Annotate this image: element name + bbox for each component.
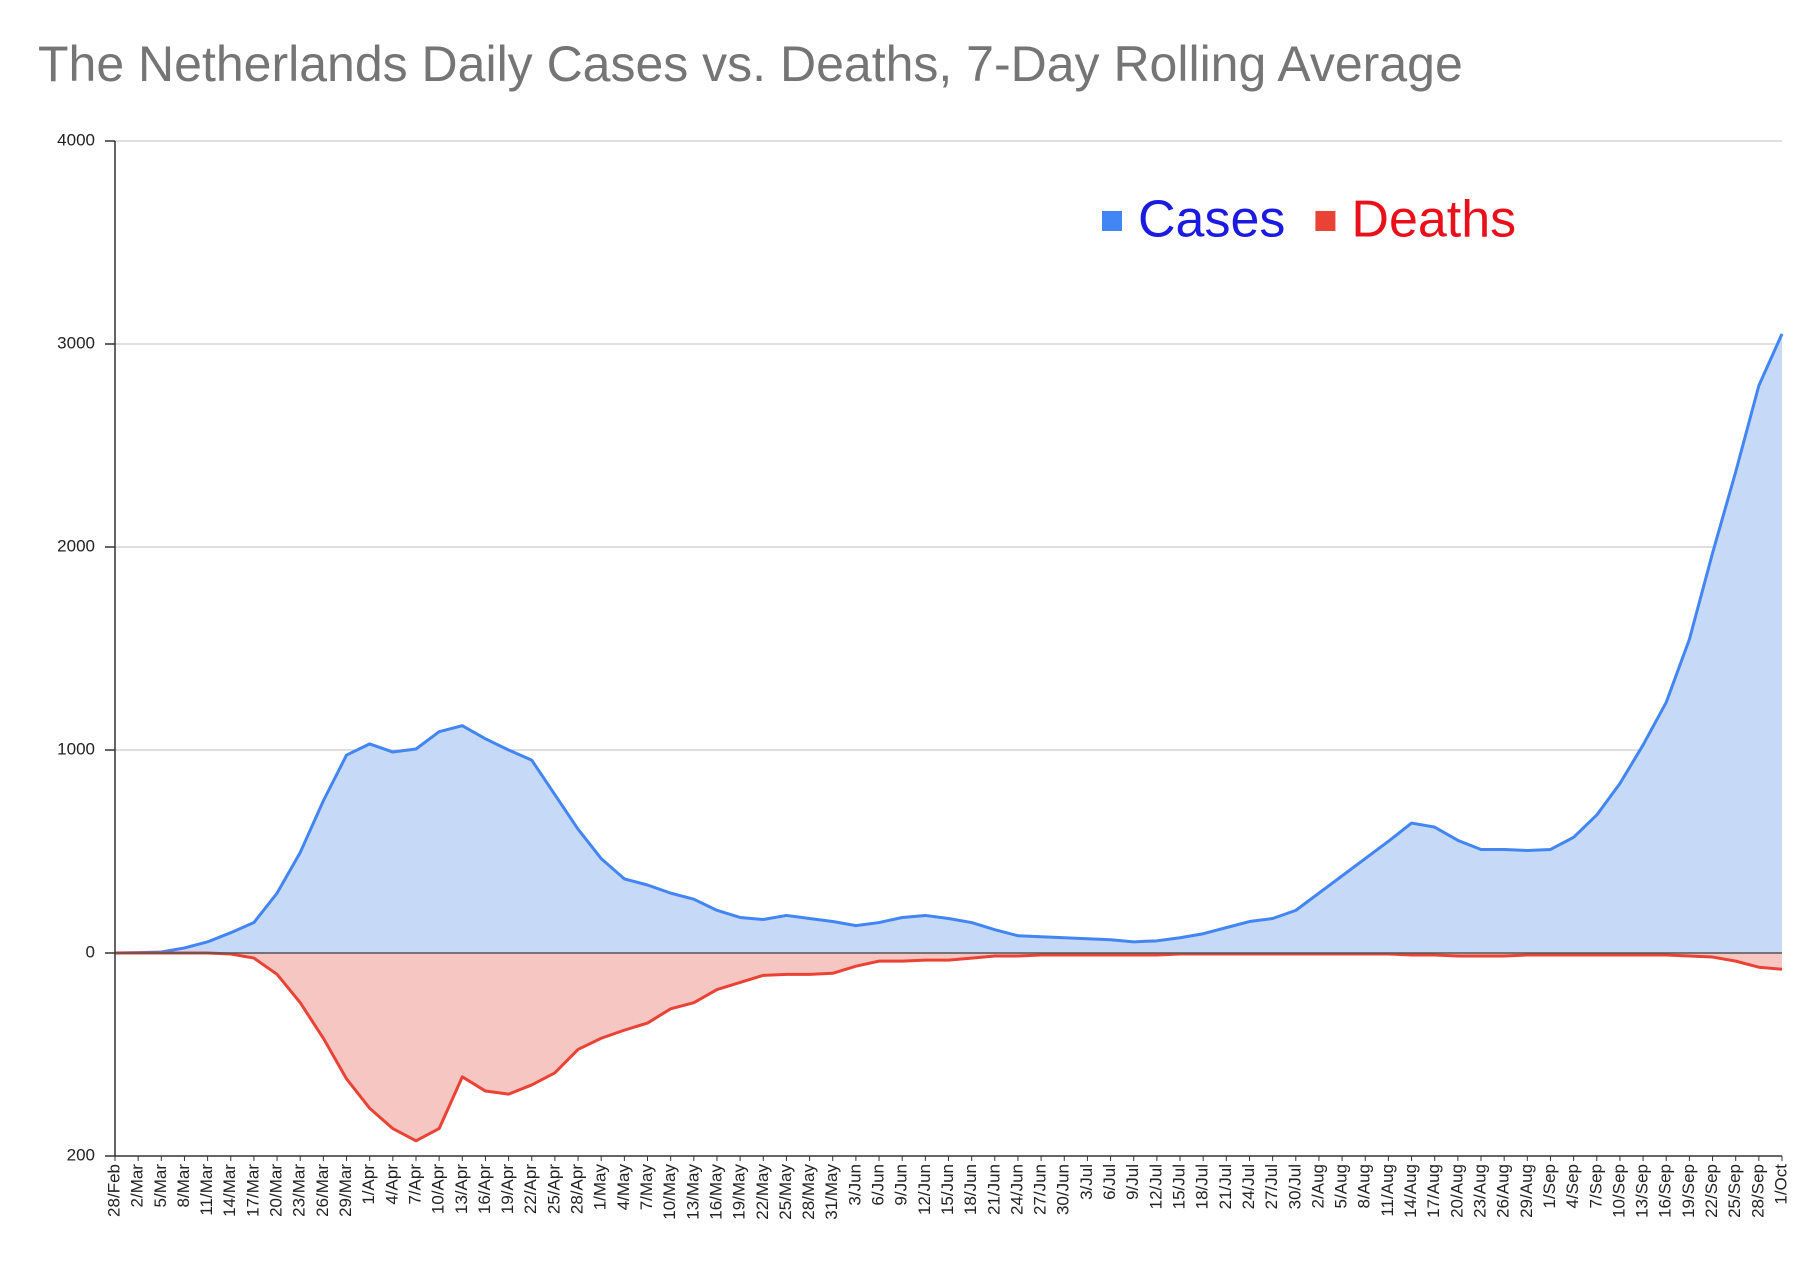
x-tick-label: 18/Jun: [961, 1164, 980, 1215]
x-tick-label: 18/Jul: [1193, 1164, 1212, 1209]
x-tick-label: 2/Mar: [128, 1164, 147, 1208]
x-tick-label: 15/Jul: [1170, 1164, 1189, 1209]
x-tick-label: 14/Mar: [220, 1164, 239, 1217]
x-tick-label: 10/Apr: [429, 1164, 448, 1214]
x-tick-label: 3/Jun: [845, 1164, 864, 1206]
x-tick-label: 13/May: [683, 1164, 702, 1220]
x-tick-label: 13/Sep: [1633, 1164, 1652, 1218]
x-tick-label: 7/May: [637, 1164, 656, 1211]
x-tick-label: 5/Aug: [1332, 1164, 1351, 1208]
y-tick-label: 2000: [57, 536, 95, 555]
x-tick-label: 19/Apr: [498, 1164, 517, 1214]
x-tick-label: 23/Aug: [1470, 1164, 1489, 1218]
x-tick-label: 16/Sep: [1656, 1164, 1675, 1218]
y-tick-label: 0: [86, 942, 95, 961]
x-tick-label: 13/Apr: [452, 1164, 471, 1214]
x-tick-label: 1/Oct: [1771, 1164, 1790, 1205]
x-tick-label: 24/Jun: [1007, 1164, 1026, 1215]
x-tick-label: 20/Mar: [267, 1164, 286, 1217]
x-tick-label: 22/May: [753, 1164, 772, 1220]
x-tick-label: 28/May: [799, 1164, 818, 1220]
x-tick-label: 9/Jul: [1123, 1164, 1142, 1200]
x-tick-label: 2/Aug: [1308, 1164, 1327, 1208]
x-tick-label: 4/May: [614, 1164, 633, 1211]
x-tick-label: 23/Mar: [290, 1164, 309, 1217]
x-tick-label: 5/Mar: [151, 1164, 170, 1208]
x-tick-label: 27/Jun: [1031, 1164, 1050, 1215]
x-tick-label: 4/Sep: [1563, 1164, 1582, 1208]
legend-label: Cases: [1138, 191, 1285, 249]
y-tick-label: 4000: [57, 130, 95, 149]
x-tick-label: 16/May: [706, 1164, 725, 1220]
x-tick-label: 14/Aug: [1401, 1164, 1420, 1218]
x-tick-label: 9/Jun: [892, 1164, 911, 1206]
x-tick-label: 1/Sep: [1540, 1164, 1559, 1208]
x-tick-label: 11/Mar: [197, 1164, 216, 1216]
x-tick-label: 12/Jul: [1146, 1164, 1165, 1209]
area-fill: [115, 953, 1782, 1141]
y2-tick-label: 200: [67, 1145, 95, 1164]
x-tick-label: 7/Apr: [405, 1164, 424, 1205]
x-tick-label: 21/Jul: [1216, 1164, 1235, 1209]
x-tick-label: 25/Sep: [1725, 1164, 1744, 1218]
y-tick-label: 1000: [57, 739, 95, 758]
x-tick-label: 1/Apr: [359, 1164, 378, 1205]
x-tick-label: 29/Aug: [1517, 1164, 1536, 1218]
legend-label: Deaths: [1351, 191, 1516, 249]
x-tick-label: 6/Jul: [1100, 1164, 1119, 1200]
legend-swatch: [1315, 211, 1336, 231]
x-tick-label: 19/May: [730, 1164, 749, 1220]
x-tick-label: 17/Aug: [1424, 1164, 1443, 1218]
y-tick-label: 3000: [57, 333, 95, 352]
x-tick-label: 29/Mar: [336, 1164, 355, 1217]
x-tick-label: 16/Apr: [475, 1164, 494, 1214]
x-tick-label: 11/Aug: [1378, 1164, 1397, 1217]
x-tick-label: 28/Sep: [1748, 1164, 1767, 1218]
x-tick-label: 4/Apr: [382, 1164, 401, 1205]
x-tick-label: 8/Mar: [174, 1164, 193, 1208]
x-tick-label: 22/Sep: [1702, 1164, 1721, 1218]
x-tick-label: 26/Aug: [1494, 1164, 1513, 1218]
area-line: [115, 951, 1783, 1143]
x-tick-label: 25/May: [776, 1164, 795, 1220]
x-tick-label: 31/May: [822, 1164, 841, 1220]
x-tick-label: 8/Aug: [1355, 1164, 1374, 1208]
x-tick-label: 12/Jun: [915, 1164, 934, 1215]
x-tick-label: 27/Jul: [1262, 1164, 1281, 1209]
x-tick-label: 28/Feb: [104, 1164, 123, 1217]
x-tick-label: 22/Apr: [521, 1164, 540, 1214]
legend-swatch: [1102, 211, 1122, 231]
x-tick-label: 19/Sep: [1679, 1164, 1698, 1218]
x-tick-label: 3/Jul: [1077, 1164, 1096, 1200]
x-tick-label: 30/Jun: [1054, 1164, 1073, 1215]
x-tick-label: 1/May: [591, 1164, 610, 1211]
x-tick-label: 20/Aug: [1447, 1164, 1466, 1218]
x-tick-label: 24/Jul: [1239, 1164, 1258, 1209]
x-tick-label: 6/Jun: [869, 1164, 888, 1206]
area-fill: [115, 333, 1782, 954]
area-line: [114, 333, 1784, 955]
x-tick-label: 28/Apr: [568, 1164, 587, 1214]
x-tick-label: 30/Jul: [1285, 1164, 1304, 1209]
x-tick-label: 15/Jun: [938, 1164, 957, 1215]
x-tick-label: 17/Mar: [243, 1164, 262, 1217]
x-tick-label: 25/Apr: [544, 1164, 563, 1214]
x-tick-label: 21/Jun: [984, 1164, 1003, 1215]
x-tick-label: 10/Sep: [1609, 1164, 1628, 1218]
x-tick-label: 10/May: [660, 1164, 679, 1220]
x-tick-label: 7/Sep: [1586, 1164, 1605, 1208]
chart-title: The Netherlands Daily Cases vs. Deaths, …: [38, 36, 1463, 92]
x-tick-label: 26/Mar: [313, 1164, 332, 1217]
